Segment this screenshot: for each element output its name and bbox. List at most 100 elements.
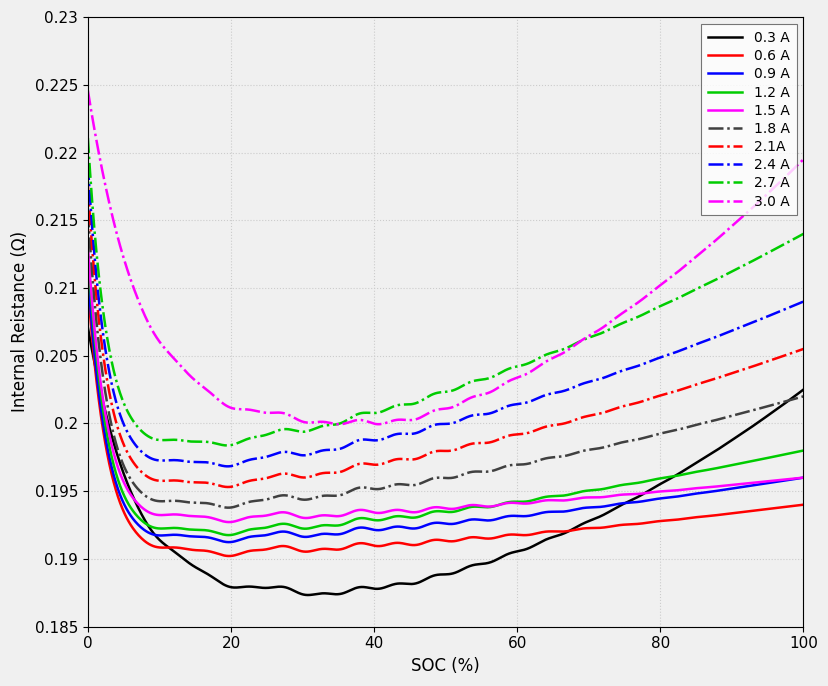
1.5 A [373, 509, 383, 517]
3.0 A [797, 155, 807, 163]
Legend: 0.3 A, 0.6 A, 0.9 A, 1.2 A, 1.5 A, 1.8 A, 2.1A, 2.4 A, 2.7 A, 3.0 A: 0.3 A, 0.6 A, 0.9 A, 1.2 A, 1.5 A, 1.8 A… [700, 24, 796, 215]
0.3 A [302, 591, 312, 599]
2.7 A [156, 436, 166, 445]
1.8 A [797, 392, 807, 401]
0.6 A [797, 501, 807, 509]
2.4 A [223, 462, 233, 471]
0.3 A [797, 386, 807, 394]
1.5 A [398, 506, 408, 514]
1.2 A [797, 447, 807, 455]
0.9 A [575, 504, 585, 512]
0.3 A [641, 488, 651, 496]
1.5 A [797, 473, 807, 482]
2.7 A [575, 338, 585, 346]
Line: 2.1A: 2.1A [88, 185, 802, 487]
Line: 1.2 A: 1.2 A [88, 253, 802, 535]
3.0 A [156, 340, 166, 348]
0.6 A [224, 552, 233, 560]
0.9 A [156, 532, 166, 540]
0.6 A [575, 525, 585, 533]
2.4 A [373, 436, 383, 445]
0.3 A [575, 521, 585, 530]
0.9 A [224, 538, 233, 546]
Y-axis label: Internal Reistance (Ω): Internal Reistance (Ω) [11, 231, 29, 412]
Line: 0.6 A: 0.6 A [88, 287, 802, 556]
1.5 A [654, 487, 664, 495]
2.7 A [83, 134, 93, 142]
2.1A [641, 396, 651, 404]
3.0 A [575, 338, 585, 346]
2.4 A [641, 359, 651, 367]
0.3 A [654, 480, 664, 488]
1.2 A [654, 475, 664, 483]
1.5 A [83, 242, 93, 250]
0.3 A [83, 324, 93, 332]
1.8 A [223, 504, 233, 512]
2.7 A [222, 441, 232, 449]
2.7 A [641, 309, 651, 317]
2.1A [373, 460, 383, 469]
3.0 A [654, 282, 664, 290]
1.8 A [654, 429, 664, 438]
2.1A [654, 392, 664, 400]
Line: 2.7 A: 2.7 A [88, 138, 802, 445]
1.5 A [156, 511, 166, 519]
1.2 A [83, 249, 93, 257]
1.5 A [224, 518, 233, 526]
2.7 A [654, 303, 664, 311]
0.6 A [156, 543, 166, 552]
Line: 3.0 A: 3.0 A [88, 91, 802, 424]
0.3 A [156, 537, 166, 545]
2.4 A [575, 381, 585, 389]
2.4 A [156, 456, 166, 464]
0.9 A [83, 270, 93, 278]
3.0 A [83, 86, 93, 95]
2.1A [797, 345, 807, 353]
2.4 A [797, 298, 807, 306]
1.8 A [373, 485, 383, 493]
3.0 A [398, 416, 408, 424]
1.8 A [398, 480, 408, 488]
0.6 A [83, 283, 93, 291]
1.2 A [156, 524, 166, 532]
2.7 A [373, 409, 383, 417]
2.1A [156, 477, 166, 485]
1.2 A [641, 477, 651, 485]
2.1A [223, 483, 233, 491]
2.7 A [797, 230, 807, 238]
0.6 A [398, 539, 408, 547]
0.6 A [654, 517, 664, 525]
2.1A [398, 455, 408, 463]
0.9 A [398, 523, 408, 531]
Line: 0.3 A: 0.3 A [88, 328, 802, 595]
0.6 A [373, 542, 383, 550]
0.9 A [654, 495, 664, 503]
3.0 A [334, 420, 344, 428]
Line: 0.9 A: 0.9 A [88, 274, 802, 542]
3.0 A [373, 420, 383, 428]
Line: 1.5 A: 1.5 A [88, 246, 802, 522]
2.4 A [83, 161, 93, 169]
2.1A [575, 414, 585, 423]
3.0 A [641, 292, 651, 300]
1.2 A [373, 516, 383, 524]
1.8 A [641, 433, 651, 441]
1.5 A [575, 494, 585, 502]
0.9 A [373, 526, 383, 534]
Line: 2.4 A: 2.4 A [88, 165, 802, 466]
1.2 A [575, 488, 585, 496]
1.5 A [641, 489, 651, 497]
X-axis label: SOC (%): SOC (%) [411, 657, 479, 675]
0.3 A [398, 580, 408, 588]
2.7 A [398, 401, 408, 409]
2.4 A [654, 353, 664, 362]
1.8 A [156, 497, 166, 506]
2.1A [83, 181, 93, 189]
0.9 A [797, 473, 807, 482]
2.4 A [398, 429, 408, 438]
1.8 A [575, 447, 585, 456]
0.9 A [641, 497, 651, 505]
0.3 A [373, 584, 383, 593]
1.2 A [223, 531, 233, 539]
1.8 A [83, 209, 93, 217]
